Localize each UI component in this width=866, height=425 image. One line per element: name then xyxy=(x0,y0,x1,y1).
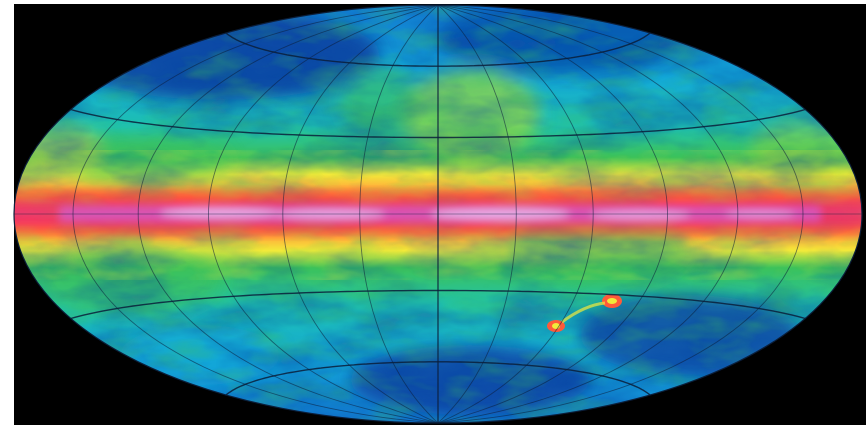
longitude-line xyxy=(437,4,668,424)
longitude-line xyxy=(282,4,439,424)
graticule xyxy=(14,4,862,424)
longitude-line xyxy=(137,4,439,424)
longitude-line xyxy=(72,4,439,424)
longitude-line xyxy=(208,4,439,424)
longitude-line xyxy=(437,4,739,424)
longitude-line xyxy=(437,4,804,424)
map-outline xyxy=(13,4,863,424)
longitude-line xyxy=(437,4,517,424)
longitude-line xyxy=(359,4,439,424)
longitude-line xyxy=(437,4,594,424)
